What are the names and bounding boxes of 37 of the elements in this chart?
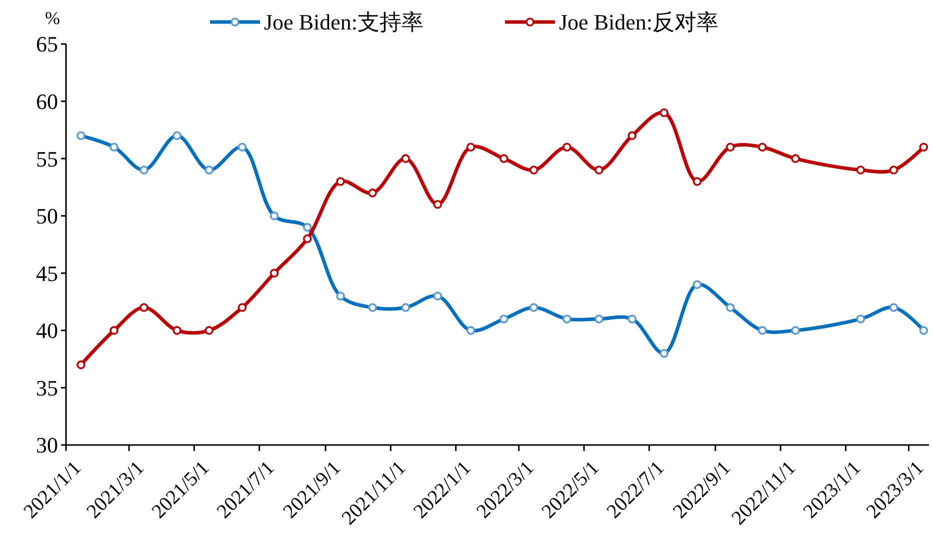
point: [594, 166, 604, 174]
point: [433, 200, 442, 209]
point: [856, 166, 866, 174]
point: [110, 326, 118, 335]
legend-label: Joe Biden:支持率: [264, 10, 424, 35]
point: [562, 142, 572, 152]
point: [529, 166, 538, 174]
point: [466, 142, 476, 152]
legend-label: Joe Biden:反对率: [559, 10, 718, 35]
point: [336, 177, 345, 186]
point: [919, 142, 928, 152]
y-tick-label: 40: [36, 318, 58, 344]
y-axis-title: %: [45, 8, 60, 28]
point: [758, 142, 767, 152]
point: [692, 177, 702, 186]
point: [140, 303, 148, 312]
point: [172, 326, 182, 335]
point: [76, 360, 86, 370]
point: [204, 326, 214, 335]
y-tick-label: 45: [36, 260, 58, 286]
y-tick-label: 55: [36, 146, 58, 172]
point: [238, 303, 247, 312]
y-tick-label: 65: [36, 32, 58, 57]
point: [500, 154, 508, 163]
point: [889, 166, 898, 174]
point: [368, 188, 377, 198]
y-tick-label: 35: [36, 375, 58, 400]
point: [270, 268, 279, 278]
point: [628, 131, 636, 140]
y-tick-label: 60: [36, 88, 58, 114]
y-tick-label: 30: [36, 432, 58, 458]
point: [302, 234, 312, 244]
y-tick-label: 50: [36, 204, 58, 229]
point: [401, 154, 410, 163]
point: [660, 108, 669, 118]
point: [791, 154, 800, 163]
point: [726, 142, 735, 152]
